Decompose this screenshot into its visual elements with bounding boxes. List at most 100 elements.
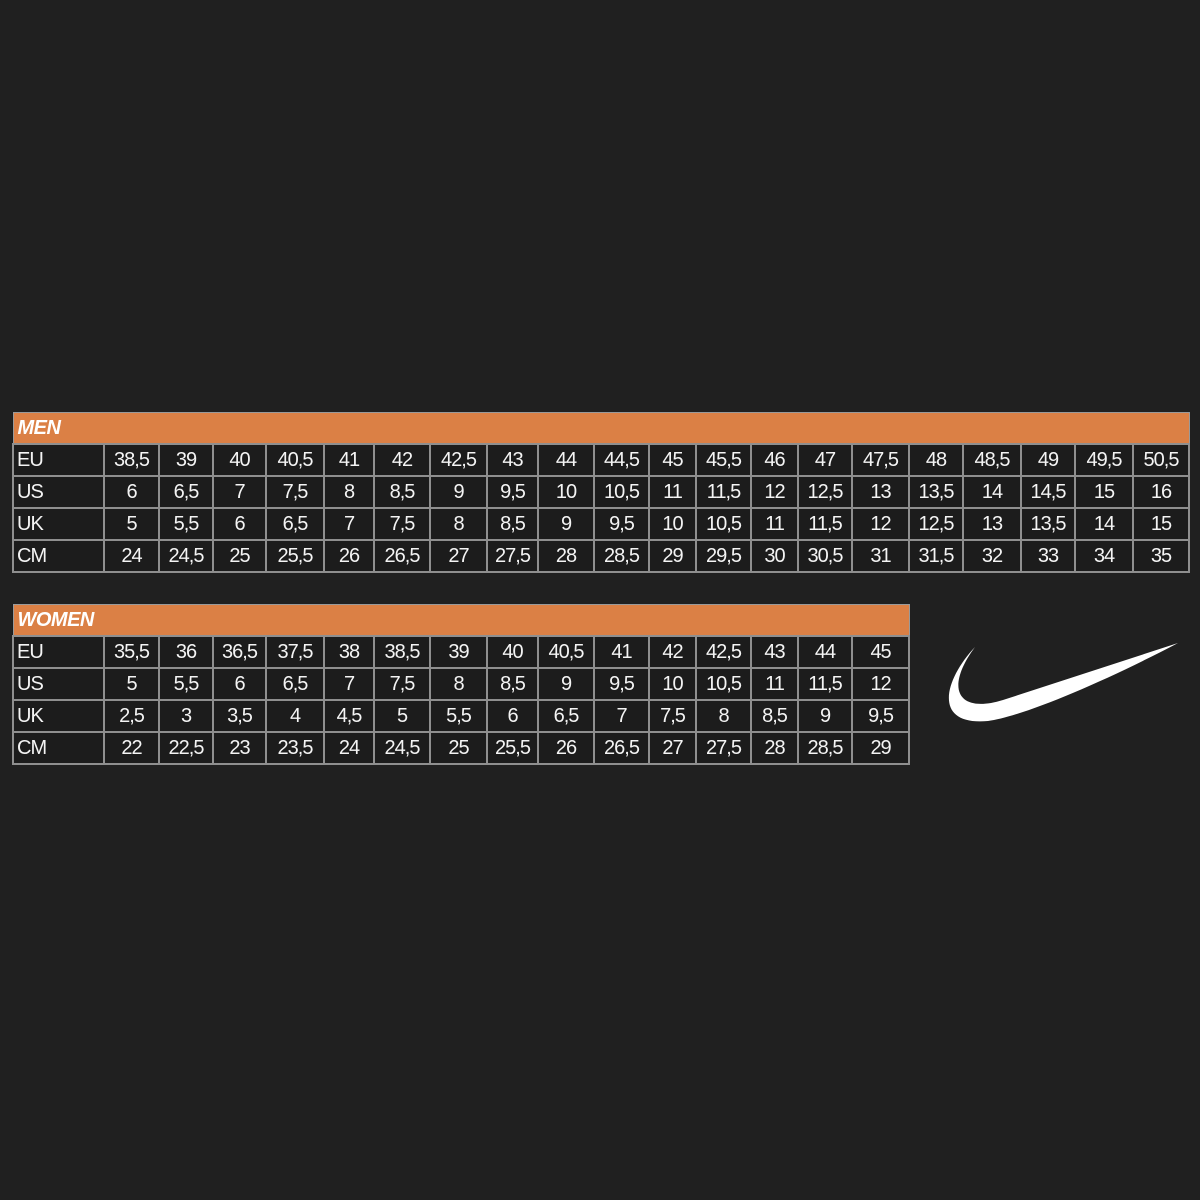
size-cell: 14,5 bbox=[1020, 475, 1076, 509]
size-cell: 12,5 bbox=[908, 507, 964, 541]
size-cell: 24 bbox=[323, 731, 375, 765]
size-cell: 27 bbox=[429, 539, 488, 573]
size-cell: 38,5 bbox=[373, 635, 431, 669]
size-cell: 35,5 bbox=[103, 635, 160, 669]
size-cell: 38 bbox=[323, 635, 375, 669]
size-cell: 11 bbox=[750, 667, 799, 701]
size-cell: 7,5 bbox=[373, 667, 431, 701]
size-cell: 3,5 bbox=[212, 699, 267, 733]
size-cell: 6,5 bbox=[265, 667, 325, 701]
table-row: US 5 5,5 6 6,5 7 7,5 8 8,5 9 9,5 10 10,5 11 11,5 12 bbox=[12, 667, 911, 701]
size-cell: 41 bbox=[323, 443, 375, 477]
size-cell: 10,5 bbox=[695, 667, 752, 701]
size-cell: 7 bbox=[323, 507, 375, 541]
size-cell: 48 bbox=[908, 443, 964, 477]
size-cell: 5 bbox=[103, 667, 160, 701]
size-cell: 11 bbox=[750, 507, 799, 541]
size-cell: 45,5 bbox=[695, 443, 752, 477]
size-cell: 36 bbox=[158, 635, 214, 669]
size-cell: 44 bbox=[797, 635, 853, 669]
size-cell: 11 bbox=[648, 475, 697, 509]
size-cell: 39 bbox=[158, 443, 214, 477]
size-cell: 6 bbox=[212, 667, 267, 701]
size-cell: 12,5 bbox=[797, 475, 853, 509]
size-cell: 6 bbox=[486, 699, 539, 733]
row-label: EU bbox=[12, 443, 105, 477]
size-cell: 9,5 bbox=[850, 699, 911, 733]
table-row: EU 35,5 36 36,5 37,5 38 38,5 39 40 40,5 41 42 42,5 43… bbox=[12, 635, 911, 669]
size-cell: 12 bbox=[850, 667, 911, 701]
size-cell: 5 bbox=[373, 699, 431, 733]
size-cell: 30 bbox=[750, 539, 799, 573]
size-cell: 42,5 bbox=[429, 443, 488, 477]
size-cell: 10 bbox=[648, 507, 697, 541]
size-cell: 6,5 bbox=[265, 507, 325, 541]
size-cell: 13 bbox=[962, 507, 1022, 541]
size-cell: 42 bbox=[373, 443, 431, 477]
row-label: US bbox=[12, 667, 105, 701]
size-cell: 7 bbox=[212, 475, 267, 509]
size-cell: 44,5 bbox=[593, 443, 650, 477]
size-cell: 25,5 bbox=[265, 539, 325, 573]
size-cell: 41 bbox=[593, 635, 650, 669]
size-cell: 3 bbox=[158, 699, 214, 733]
size-cell: 25 bbox=[212, 539, 267, 573]
size-cell: 34 bbox=[1074, 539, 1134, 573]
size-cell: 29,5 bbox=[695, 539, 752, 573]
size-cell: 46 bbox=[750, 443, 799, 477]
size-cell: 9,5 bbox=[593, 507, 650, 541]
size-cell: 11,5 bbox=[797, 667, 853, 701]
size-cell: 5 bbox=[103, 507, 160, 541]
size-cell: 7,5 bbox=[648, 699, 697, 733]
size-cell: 40 bbox=[212, 443, 267, 477]
size-cell: 2,5 bbox=[103, 699, 160, 733]
size-cell: 8 bbox=[323, 475, 375, 509]
size-cell: 38,5 bbox=[103, 443, 160, 477]
size-cell: 48,5 bbox=[962, 443, 1022, 477]
size-cell: 37,5 bbox=[265, 635, 325, 669]
size-cell: 10 bbox=[648, 667, 697, 701]
size-cell: 16 bbox=[1131, 475, 1191, 509]
size-cell: 23,5 bbox=[265, 731, 325, 765]
table-row: CM 22 22,5 23 23,5 24 24,5 25 25,5 26 26,5 27 27,5 28… bbox=[12, 731, 911, 765]
women-table-title: WOMEN bbox=[12, 604, 910, 637]
size-cell: 43 bbox=[486, 443, 539, 477]
row-label: EU bbox=[12, 635, 105, 669]
size-cell: 8,5 bbox=[486, 507, 539, 541]
size-cell: 14 bbox=[962, 475, 1022, 509]
size-cell: 42,5 bbox=[695, 635, 752, 669]
size-cell: 12 bbox=[750, 475, 799, 509]
size-cell: 4 bbox=[265, 699, 325, 733]
size-cell: 29 bbox=[648, 539, 697, 573]
size-cell: 13,5 bbox=[1020, 507, 1076, 541]
size-cell: 22 bbox=[103, 731, 160, 765]
size-cell: 28 bbox=[750, 731, 799, 765]
size-cell: 10 bbox=[537, 475, 595, 509]
size-cell: 26,5 bbox=[593, 731, 650, 765]
size-cell: 8 bbox=[429, 667, 488, 701]
size-cell: 43 bbox=[750, 635, 799, 669]
size-cell: 40,5 bbox=[265, 443, 325, 477]
size-cell: 8,5 bbox=[486, 667, 539, 701]
size-cell: 24 bbox=[103, 539, 160, 573]
size-cell: 49,5 bbox=[1074, 443, 1134, 477]
size-cell: 12 bbox=[851, 507, 910, 541]
size-cell: 35 bbox=[1131, 539, 1191, 573]
table-row: EU 38,5 39 40 40,5 41 42 42,5 43 44 44,5 45 45,5 46 47… bbox=[12, 443, 1191, 477]
size-cell: 7 bbox=[323, 667, 375, 701]
size-cell: 26,5 bbox=[373, 539, 431, 573]
size-cell: 9 bbox=[537, 667, 595, 701]
size-cell: 14 bbox=[1074, 507, 1134, 541]
size-cell: 11,5 bbox=[797, 507, 853, 541]
row-label: CM bbox=[12, 731, 105, 765]
table-row: UK 2,5 3 3,5 4 4,5 5 5,5 6 6,5 7 7,5 8 8,5 9 9,5 bbox=[12, 699, 911, 733]
size-cell: 7,5 bbox=[373, 507, 431, 541]
size-cell: 27,5 bbox=[486, 539, 539, 573]
size-cell: 45 bbox=[648, 443, 697, 477]
size-cell: 8 bbox=[695, 699, 752, 733]
size-cell: 24,5 bbox=[158, 539, 214, 573]
size-cell: 10,5 bbox=[593, 475, 650, 509]
size-cell: 5,5 bbox=[429, 699, 488, 733]
size-cell: 27,5 bbox=[695, 731, 752, 765]
size-cell: 8,5 bbox=[750, 699, 799, 733]
